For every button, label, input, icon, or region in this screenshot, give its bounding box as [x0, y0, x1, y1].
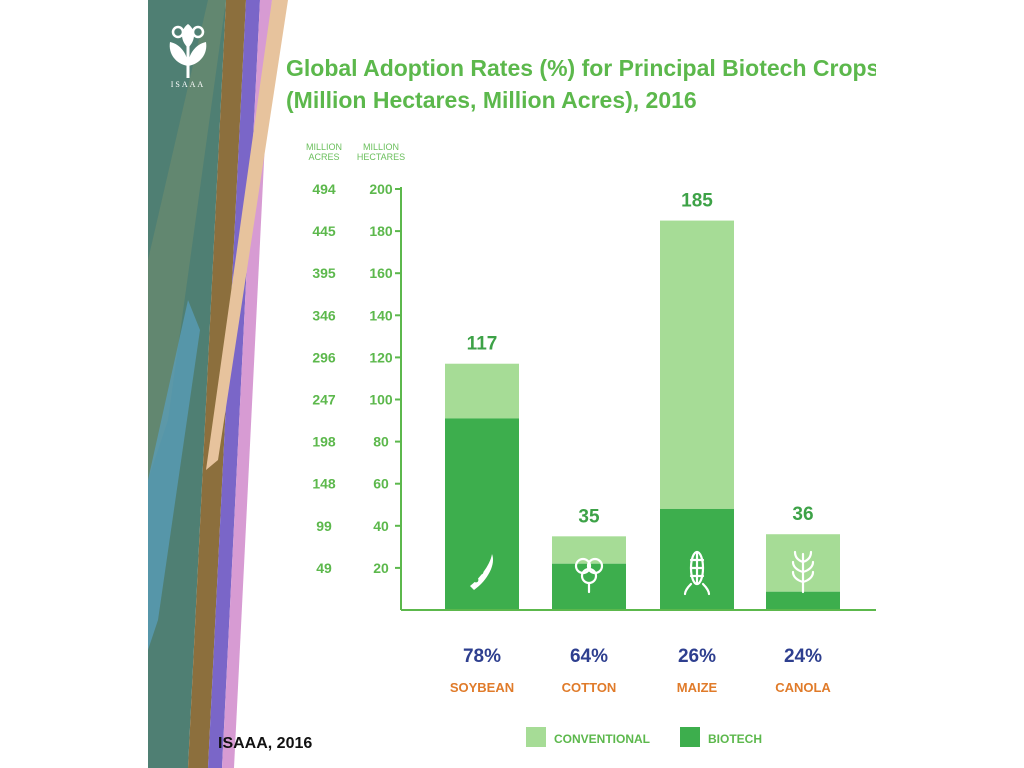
- y-tick-label-acres: 198: [312, 434, 336, 450]
- stripe-olive: [148, 0, 226, 480]
- decorative-stripes: [148, 0, 288, 768]
- y-tick-label-hectares: 80: [373, 434, 389, 450]
- legend-label-biotech: BIOTECH: [708, 732, 762, 746]
- y-tick-label-hectares: 160: [369, 265, 393, 281]
- x-category-label-maize: MAIZE: [677, 680, 718, 695]
- isaaa-logo-icon: [169, 24, 207, 78]
- bar-conventional-soybean: [445, 363, 519, 419]
- acres-axis-header-line-1: MILLION: [306, 142, 342, 152]
- stripe-tan: [206, 0, 288, 470]
- cotton-boll-icon: [574, 557, 604, 594]
- y-tick-label-hectares: 120: [369, 349, 393, 365]
- y-tick-label-acres: 494: [312, 181, 336, 197]
- bars: [445, 220, 840, 610]
- bar-biotech-canola: [766, 591, 840, 610]
- y-tick-label-hectares: 140: [369, 307, 393, 323]
- acres-axis-header-line-2: ACRES: [308, 152, 339, 162]
- crop-icons: [470, 550, 815, 596]
- stripe-blue: [148, 300, 200, 650]
- axis-headers: MILLION ACRES MILLION HECTARES: [306, 142, 405, 162]
- legend: CONVENTIONAL BIOTECH: [526, 727, 762, 747]
- y-tick-label-acres: 99: [316, 518, 332, 534]
- x-category-label-soybean: SOYBEAN: [450, 680, 514, 695]
- chart-title-line-2: (Million Hectares, Million Acres), 2016: [286, 87, 697, 113]
- total-value-label-canola: 36: [792, 504, 813, 525]
- y-axis-ticks: 20 49 40 99 60 148 80 198 100 247 120 296 140 346 160 3…: [312, 181, 401, 576]
- adoption-percent-label-soybean: 78%: [463, 646, 501, 667]
- chart-title: Global Adoption Rates (%) for Principal …: [286, 52, 876, 116]
- soybean-pod-icon: [470, 554, 494, 590]
- hectares-axis-header-line-2: HECTARES: [357, 152, 405, 162]
- stripe-pink: [222, 0, 272, 768]
- y-tick-label-acres: 296: [312, 349, 336, 365]
- legend-swatch-conventional: [526, 727, 546, 747]
- y-tick-label-hectares: 60: [373, 476, 389, 492]
- y-tick-label-acres: 49: [316, 560, 332, 576]
- y-tick-label-acres: 247: [312, 392, 336, 408]
- y-tick-label-acres: 346: [312, 307, 336, 323]
- chart: MILLION ACRES MILLION HECTARES 20 49 40 99 6…: [306, 142, 876, 747]
- canola-plant-icon: [791, 550, 815, 594]
- chart-title-line-1: Global Adoption Rates (%) for Principal …: [286, 55, 876, 81]
- legend-swatch-biotech: [680, 727, 700, 747]
- bar-conventional-cotton: [552, 536, 626, 564]
- adoption-percent-label-cotton: 64%: [570, 646, 608, 667]
- y-tick-label-hectares: 40: [373, 518, 389, 534]
- y-tick-label-acres: 445: [312, 223, 336, 239]
- y-tick-label-acres: 148: [312, 476, 336, 492]
- source-note: ISAAA, 2016: [218, 735, 313, 752]
- hectares-axis-header-line-1: MILLION: [363, 142, 399, 152]
- legend-label-conventional: CONVENTIONAL: [554, 732, 650, 746]
- adoption-percent-label-maize: 26%: [678, 646, 716, 667]
- adoption-percent-label-canola: 24%: [784, 646, 822, 667]
- stripe-brown: [188, 0, 246, 768]
- bar-conventional-maize: [660, 220, 734, 509]
- logo-text: ISAAA: [170, 80, 206, 89]
- slide: ISAAA Global Adoption Rates (%) for Prin…: [148, 0, 876, 768]
- total-value-label-soybean: 117: [467, 334, 498, 355]
- total-value-label-cotton: 35: [578, 506, 600, 527]
- x-category-label-cotton: COTTON: [562, 680, 617, 695]
- corn-cob-icon: [683, 550, 711, 596]
- y-tick-label-hectares: 100: [369, 392, 393, 408]
- y-tick-label-hectares: 200: [369, 181, 393, 197]
- y-tick-label-hectares: 20: [373, 560, 389, 576]
- bar-labels: 117 78% SOYBEAN 35 64% COTTON 185 26% MAIZE 36 24%…: [450, 191, 832, 695]
- y-tick-label-acres: 395: [312, 265, 336, 281]
- y-tick-label-hectares: 180: [369, 223, 393, 239]
- total-value-label-maize: 185: [681, 191, 713, 212]
- x-category-label-canola: CANOLA: [775, 680, 831, 695]
